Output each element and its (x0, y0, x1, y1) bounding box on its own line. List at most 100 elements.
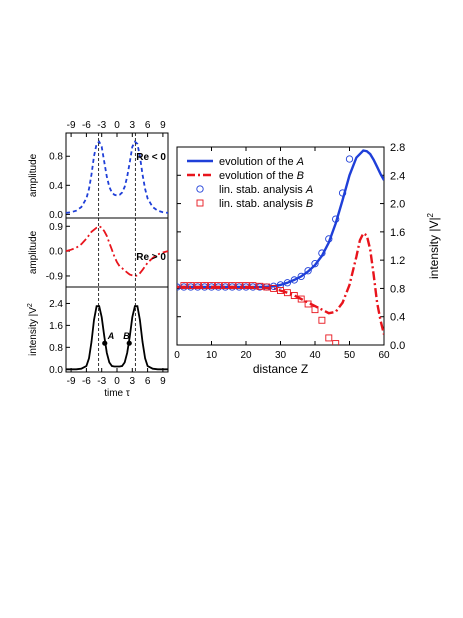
y-tick-label: 2.4 (390, 170, 405, 182)
series-line (65, 225, 169, 277)
y-tick-label: 0.0 (49, 365, 63, 376)
annotation-label: Re < 0 (136, 152, 166, 163)
series-line (66, 305, 168, 371)
y-tick-label: 1.6 (49, 321, 63, 332)
x-axis-label: distance Z (253, 362, 308, 376)
x-tick-label: -6 (82, 376, 91, 387)
lin-stab-B-marker (221, 282, 229, 290)
y-tick-label: 0.0 (390, 340, 405, 352)
lin-stab-B-marker (214, 282, 222, 290)
x-tick-label: 20 (240, 350, 252, 361)
lin-stab-B-marker (180, 282, 188, 290)
panel-frame (65, 286, 169, 373)
lin-stab-A-marker (177, 283, 181, 291)
lin-stab-A-marker (318, 249, 326, 257)
lin-stab-B-marker (297, 295, 305, 303)
lin-stab-B-marker (256, 282, 264, 290)
lin-stab-B-marker (283, 289, 291, 297)
legend-entry: evolution of the A (219, 156, 304, 168)
x-tick-label: 6 (145, 376, 151, 387)
lin-stab-B-marker (194, 282, 202, 290)
x-axis-label: time τ (104, 388, 130, 399)
y-tick-label: 1.2 (390, 255, 405, 267)
x-tick-label: -3 (97, 376, 106, 387)
lin-stab-B-marker (208, 282, 215, 290)
y-tick-label: 1.6 (390, 227, 405, 239)
point-label: A (107, 331, 115, 341)
lin-stab-B-marker (270, 284, 278, 292)
x-tick-label: 10 (206, 350, 218, 361)
y-tick-label: 2.0 (390, 199, 405, 211)
panel-frame (65, 132, 169, 219)
lin-stab-B-marker (311, 306, 319, 314)
x-tick-label: -9 (67, 120, 76, 131)
x-tick-label: 40 (309, 350, 321, 361)
plot-area (177, 149, 384, 345)
lin-stab-B-marker (242, 282, 250, 290)
lin-stab-B-marker (318, 316, 326, 324)
lin-stab-A-marker (290, 276, 298, 284)
legend-marker (196, 199, 204, 207)
series-line (65, 140, 169, 214)
y-axis-label: intensity |V|2 (426, 212, 441, 279)
x-tick-label: 0 (114, 376, 120, 387)
right-panel: 0 10 20 30 40 50 60 distance Z 0.0 0.4 0.8 1.2 1.6 2.… (174, 142, 441, 376)
legend-marker (196, 185, 204, 193)
lin-stab-A-marker (345, 155, 354, 163)
x-tick-label: 3 (130, 376, 136, 387)
y-axis-label: intensity |V2 (27, 303, 39, 356)
y-tick-label: 0.9 (49, 222, 63, 233)
lin-stab-B-marker (332, 340, 340, 345)
x-tick-label: 0 (114, 120, 120, 131)
y-tick-label: -0.9 (46, 271, 64, 282)
lin-stab-B-marker (263, 283, 271, 291)
point-marker (102, 340, 108, 346)
x-tick-label: -3 (97, 120, 106, 131)
lin-stab-B-marker (249, 282, 257, 290)
y-tick-label: 0.0 (49, 210, 63, 221)
lin-stab-B-marker (235, 282, 243, 290)
y-tick-label: 0.0 (49, 247, 63, 258)
lin-stab-A-marker (338, 189, 347, 197)
x-tick-label: 50 (344, 350, 356, 361)
x-tick-label: 9 (160, 376, 166, 387)
y-tick-label: 0.8 (49, 343, 63, 354)
x-tick-label: 3 (130, 120, 136, 131)
lin-stab-B-marker (290, 292, 298, 299)
lin-stab-A-marker (276, 281, 285, 289)
y-axis-label: amplitude (28, 230, 39, 274)
x-tick-label: -9 (67, 376, 76, 387)
x-tick-label: -6 (82, 120, 91, 131)
lin-stab-B-marker (201, 282, 209, 290)
lin-stab-A-marker (297, 272, 305, 281)
lin-stab-B-marker (187, 282, 195, 290)
x-tick-label: 0 (174, 350, 180, 361)
lin-stab-B-marker (304, 300, 312, 308)
lin-stab-A-marker (325, 235, 333, 243)
point-label: B (123, 331, 130, 341)
lin-stab-B-marker (228, 282, 236, 290)
lin-stab-A-marker (283, 279, 292, 287)
y-axis-label: amplitude (28, 153, 39, 197)
legend-entry: evolution of the B (219, 170, 304, 182)
lin-stab-B-marker (277, 287, 284, 294)
legend-entry: lin. stab. analysis B (219, 198, 313, 210)
y-tick-label: 0.8 (49, 152, 63, 163)
annotation-label: Re > 0 (136, 252, 166, 263)
legend: evolution of the A evolution of the B lin.… (187, 156, 313, 210)
x-tick-label: 9 (160, 120, 166, 131)
legend-entry: lin. stab. analysis A (219, 184, 313, 196)
y-tick-label: 0.4 (49, 181, 63, 192)
y-tick-label: 2.8 (390, 142, 405, 154)
lin-stab-A-marker (311, 260, 319, 268)
y-tick-label: 0.8 (390, 283, 405, 295)
x-tick-label: 6 (145, 120, 151, 131)
x-tick-label: 60 (378, 350, 390, 361)
point-marker (126, 340, 132, 346)
y-tick-label: 2.4 (49, 299, 63, 310)
lin-stab-A-marker (304, 267, 312, 275)
evolution-B-line (177, 231, 384, 335)
y-tick-label: 0.4 (390, 312, 405, 324)
